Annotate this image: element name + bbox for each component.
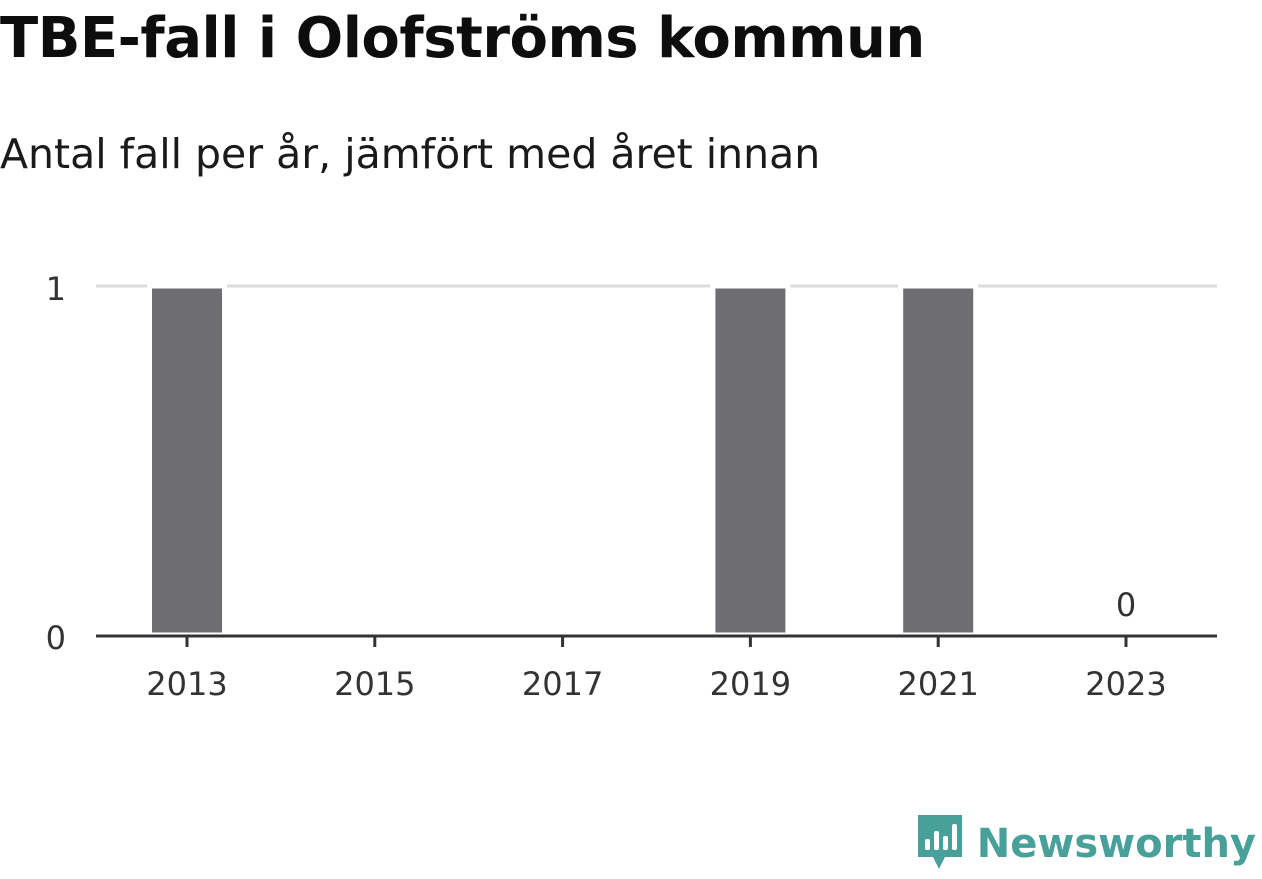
bar-2019	[710, 283, 791, 638]
chart-title: TBE-fall i Olofströms kommun	[0, 6, 925, 71]
x-tick-label: 2021	[897, 665, 978, 703]
newsworthy-icon	[915, 813, 965, 875]
x-tick-label: 2015	[334, 665, 415, 703]
x-tick-label: 2023	[1085, 665, 1166, 703]
bars	[147, 283, 979, 638]
y-tick-label: 1	[46, 270, 66, 308]
newsworthy-logo: Newsworthy	[915, 813, 1256, 875]
x-tick-label: 2017	[522, 665, 603, 703]
chart-subtitle: Antal fall per år, jämfört med året inna…	[0, 130, 821, 178]
x-tick-label: 2019	[710, 665, 791, 703]
axes: 0 1 2013 2015 2017 2019 2021 2023 0	[46, 270, 1217, 703]
brand-name: Newsworthy	[976, 821, 1256, 867]
bar-2013	[147, 283, 227, 638]
y-tick-label: 0	[46, 619, 66, 657]
x-tick-label: 2013	[146, 665, 227, 703]
data-label: 0	[1116, 586, 1136, 624]
bar-2021	[898, 283, 979, 638]
